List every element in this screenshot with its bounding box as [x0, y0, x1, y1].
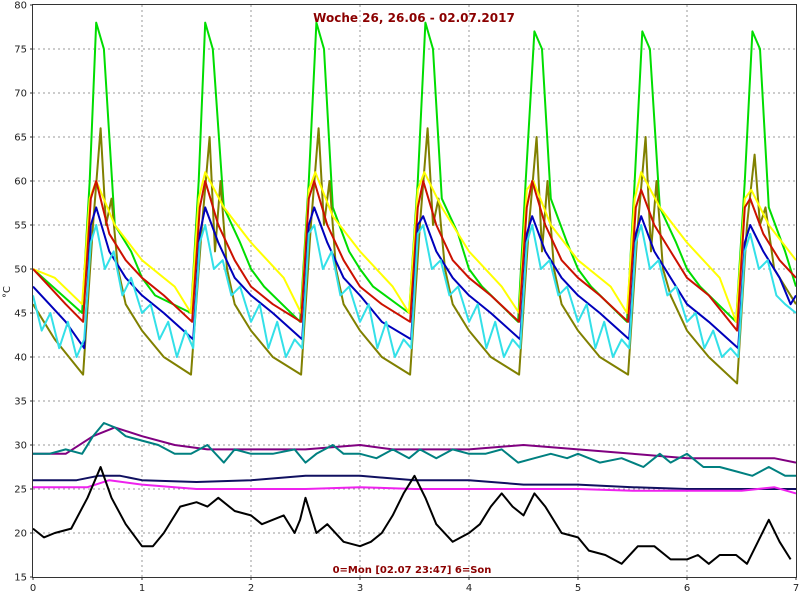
series-line-7: [33, 422, 796, 477]
y-axis-label: °C: [2, 286, 13, 298]
x-tick-label: 1: [139, 583, 145, 594]
y-tick-label: 70: [14, 89, 27, 100]
x-tick-label: 4: [466, 583, 472, 594]
plot-frame: [32, 4, 797, 578]
series-layer: [32, 21, 797, 565]
chart-subtitle: 0=Mon [02.07 23:47] 6=Son: [333, 565, 492, 576]
series-line-3: [32, 180, 797, 332]
chart-title: Woche 26, 26.06 - 02.07.2017: [313, 11, 515, 25]
y-tick-label: 50: [14, 265, 27, 276]
series-line-6: [33, 426, 797, 464]
series-line-8: [33, 474, 796, 490]
series-line-5: [32, 224, 797, 358]
y-tick-label: 30: [14, 441, 27, 452]
series-line-1: [32, 127, 797, 385]
y-tick-label: 65: [14, 133, 27, 144]
y-tick-label: 15: [14, 573, 27, 584]
y-tick-label: 55: [14, 221, 27, 232]
x-tick-label: 5: [575, 583, 581, 594]
y-tick-label: 45: [14, 309, 27, 320]
y-tick-label: 60: [14, 177, 27, 188]
y-tick-label: 80: [14, 1, 27, 12]
x-tick-label: 3: [357, 583, 363, 594]
y-tick-label: 20: [14, 529, 27, 540]
series-line-9: [33, 479, 797, 495]
series-line-4: [32, 206, 797, 350]
x-tick-label: 0: [30, 583, 36, 594]
x-tick-label: 7: [793, 583, 799, 594]
x-tick-label: 2: [248, 583, 254, 594]
series-line-2: [32, 171, 797, 323]
series-line-10: [32, 466, 792, 565]
grid-layer: [33, 5, 796, 577]
y-tick-label: 40: [14, 353, 27, 364]
y-tick-label: 25: [14, 485, 27, 496]
x-tick-label: 6: [684, 583, 690, 594]
y-tick-label: 75: [14, 45, 27, 56]
y-tick-label: 35: [14, 397, 27, 408]
